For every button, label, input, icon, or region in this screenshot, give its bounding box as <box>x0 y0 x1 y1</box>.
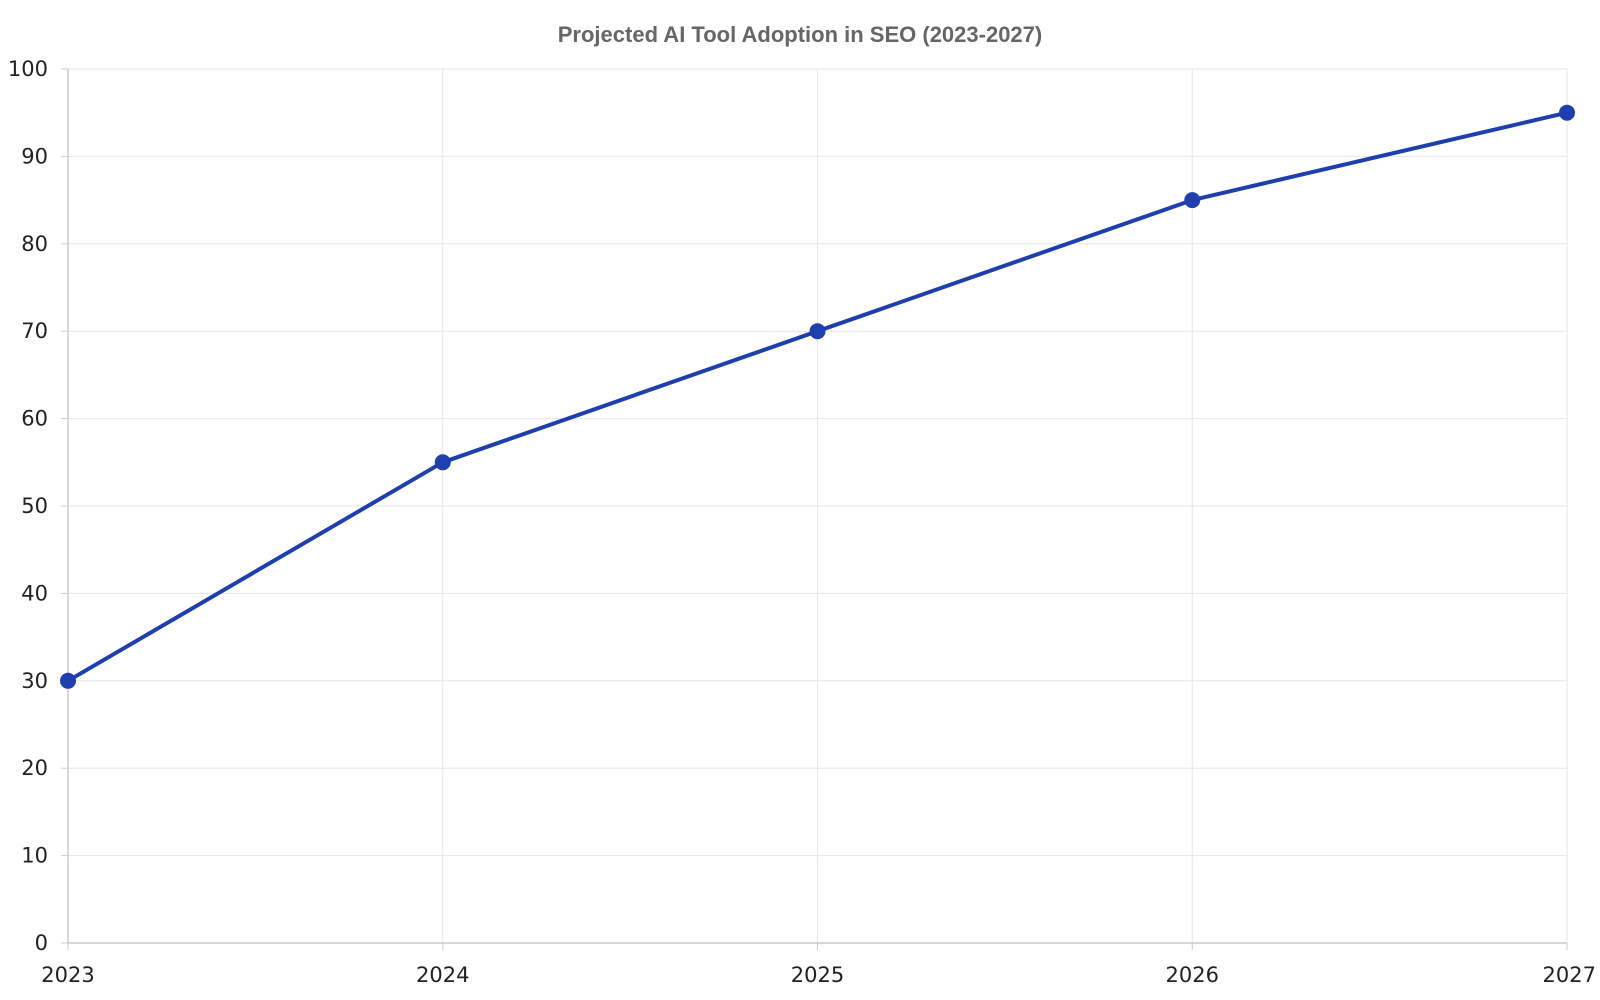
grid-lines <box>68 68 1568 943</box>
x-axis-tick-labels: 2023 2024 2025 2026 2027 <box>41 963 1596 987</box>
y-tick-label: 100 <box>8 57 48 81</box>
series-layer <box>60 104 1575 689</box>
y-tick-label: 30 <box>21 669 48 693</box>
x-tick-label: 2023 <box>41 963 94 987</box>
chart-title: Projected AI Tool Adoption in SEO (2023-… <box>558 22 1042 47</box>
y-tick-label: 0 <box>35 931 48 955</box>
x-tick-label: 2025 <box>791 963 844 987</box>
y-tick-label: 10 <box>21 844 48 868</box>
y-tick-label: 70 <box>21 319 48 343</box>
x-tick-label: 2026 <box>1166 963 1219 987</box>
y-tick-label: 50 <box>21 494 48 518</box>
data-point-marker[interactable] <box>434 454 451 471</box>
axes <box>61 68 1568 950</box>
data-point-marker[interactable] <box>1559 104 1575 121</box>
y-tick-label: 80 <box>21 232 48 256</box>
y-axis-tick-labels: 0 10 20 30 40 50 60 70 80 90 100 <box>8 57 48 955</box>
y-tick-label: 40 <box>21 581 48 605</box>
y-tick-label: 20 <box>21 756 48 780</box>
x-tick-label: 2024 <box>416 963 469 987</box>
data-point-marker[interactable] <box>1184 192 1201 209</box>
x-tick-label: 2027 <box>1543 963 1596 987</box>
y-tick-label: 60 <box>21 407 48 431</box>
data-point-marker[interactable] <box>60 672 76 689</box>
y-tick-label: 90 <box>21 144 48 168</box>
data-point-marker[interactable] <box>809 323 826 340</box>
